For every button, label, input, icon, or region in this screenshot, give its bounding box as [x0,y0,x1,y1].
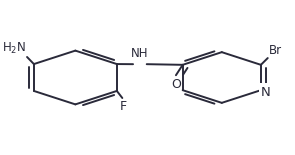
Text: H$_2$N: H$_2$N [1,41,26,56]
Text: O: O [172,78,181,91]
Text: NH: NH [131,47,149,60]
Text: Br: Br [268,44,282,57]
Text: N: N [261,86,271,99]
Text: F: F [119,100,127,113]
